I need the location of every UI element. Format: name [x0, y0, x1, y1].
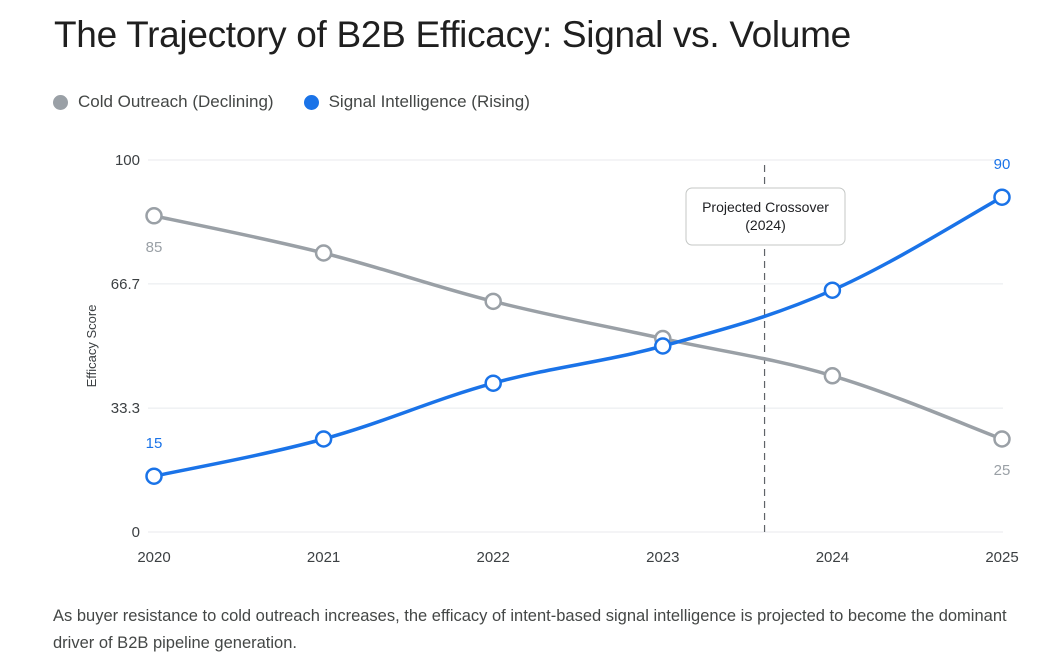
data-label: 90 — [994, 156, 1011, 173]
data-point[interactable] — [145, 467, 163, 485]
annotation-text: (2024) — [745, 217, 785, 233]
legend-item-cold-outreach[interactable]: Cold Outreach (Declining) — [53, 92, 274, 112]
annotation: Projected Crossover (2024) — [685, 165, 846, 532]
data-labels: 85 25 15 90 — [146, 156, 1011, 479]
y-axis-ticks: 0 33.3 66.7 100 — [111, 152, 140, 541]
data-point[interactable] — [993, 188, 1011, 206]
data-point[interactable] — [823, 367, 842, 385]
data-point[interactable] — [314, 430, 333, 448]
legend-dot-icon — [303, 94, 319, 110]
series-line — [152, 195, 1004, 478]
x-tick-label: 2025 — [985, 549, 1018, 566]
legend-label: Cold Outreach (Declining) — [78, 92, 274, 111]
y-tick-label: 33.3 — [111, 400, 140, 417]
legend: Cold Outreach (Declining) Signal Intelli… — [53, 92, 530, 112]
data-label: 85 — [146, 239, 163, 256]
x-tick-label: 2021 — [307, 549, 340, 566]
data-point[interactable] — [993, 430, 1011, 448]
data-point[interactable] — [484, 292, 502, 311]
legend-label: Signal Intelligence (Rising) — [328, 92, 530, 111]
y-tick-label: 0 — [132, 524, 140, 541]
series-lines — [145, 188, 1011, 485]
annotation-text: Projected Crossover — [702, 199, 829, 215]
chart-title: The Trajectory of B2B Efficacy: Signal v… — [54, 14, 851, 55]
x-tick-label: 2022 — [477, 549, 510, 566]
y-tick-label: 100 — [115, 152, 140, 169]
series-cold-outreach — [145, 207, 1011, 448]
data-point[interactable] — [654, 337, 672, 355]
legend-item-signal-intelligence[interactable]: Signal Intelligence (Rising) — [303, 92, 530, 112]
line-chart: 0 33.3 66.7 100 2020 2021 2022 2023 2024 2025 Ef… — [84, 152, 1019, 566]
y-tick-label: 66.7 — [111, 276, 140, 293]
x-tick-label: 2020 — [137, 549, 170, 566]
data-label: 15 — [146, 435, 163, 452]
series-line — [152, 214, 1004, 441]
gridlines — [148, 159, 1003, 533]
x-tick-label: 2024 — [816, 549, 849, 566]
data-point[interactable] — [145, 207, 163, 225]
data-point[interactable] — [823, 281, 842, 299]
series-signal-intelligence — [145, 188, 1011, 485]
data-point[interactable] — [314, 244, 333, 262]
y-axis-title: Efficacy Score — [84, 305, 99, 388]
chart-caption: As buyer resistance to cold outreach inc… — [53, 607, 1007, 652]
data-point[interactable] — [484, 374, 502, 392]
data-label: 25 — [994, 462, 1011, 479]
x-tick-label: 2023 — [646, 549, 679, 566]
annotation-box — [685, 187, 846, 246]
x-axis-ticks: 2020 2021 2022 2023 2024 2025 — [137, 549, 1018, 566]
legend-dot-icon — [53, 94, 68, 110]
